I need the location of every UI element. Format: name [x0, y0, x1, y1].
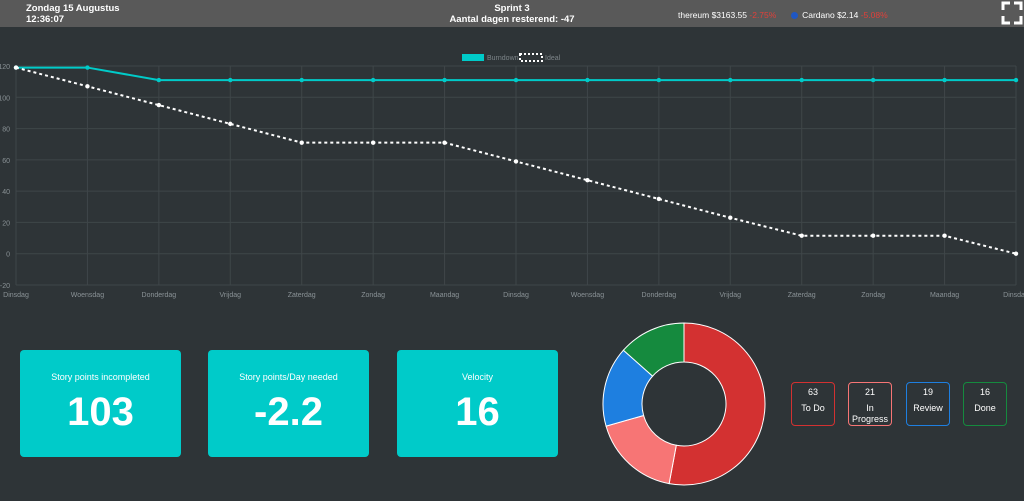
data-point — [1013, 251, 1019, 256]
data-point — [656, 77, 662, 83]
data-point — [728, 215, 733, 220]
story-points-incompleted-card: Story points incompleted 103 — [20, 350, 181, 457]
date-label: Zondag 15 Augustus — [26, 3, 120, 14]
data-point — [370, 77, 376, 83]
card-value: 16 — [455, 390, 500, 434]
status-name: Done — [974, 403, 996, 413]
data-point — [228, 121, 233, 127]
velocity-card: Velocity 16 — [397, 350, 558, 457]
sprint-info: Sprint 3 Aantal dagen resterend: -47 — [0, 3, 1024, 25]
data-point — [799, 77, 804, 83]
ticker-ethereum-name: thereum — [678, 10, 710, 20]
data-point — [1013, 77, 1019, 83]
ticker-cardano-price: $2.14 — [837, 10, 859, 20]
status-todo[interactable]: 63 To Do — [791, 382, 835, 426]
data-point — [513, 77, 519, 83]
data-point — [585, 177, 590, 183]
story-points-per-day-card: Story points/Day needed -2.2 — [208, 350, 369, 457]
x-tick-label: Dinsdag — [3, 292, 29, 299]
x-tick-label: Dinsdag — [1003, 292, 1024, 299]
x-tick-label: Vrijdag — [720, 292, 742, 299]
donut-slice-to-do — [668, 322, 766, 486]
data-point — [870, 233, 876, 238]
data-point — [85, 84, 90, 89]
card-value: 103 — [67, 390, 134, 434]
x-tick-label: Zaterdag — [288, 292, 316, 299]
data-point — [13, 65, 19, 70]
status-count: 19 — [922, 387, 933, 397]
status-review[interactable]: 19 Review — [906, 382, 950, 426]
y-tick-label: 120 — [0, 64, 10, 71]
data-point — [299, 77, 304, 83]
card-value: -2.2 — [254, 390, 323, 434]
cardano-icon — [790, 12, 798, 19]
y-tick-label: 80 — [2, 127, 10, 134]
burndown-chart: -20 0 20 40 60 80 100 120 Dinsdag Woensdag Donderd… — [0, 53, 1024, 299]
data-point — [513, 159, 519, 164]
donut-slice-done — [622, 322, 685, 377]
status-done[interactable]: 16 Done — [963, 382, 1007, 426]
ticker-ethereum-price: $3163.55 — [711, 10, 748, 20]
data-point — [156, 77, 162, 83]
legend-label: Burndown — [487, 55, 519, 62]
x-tick-label: Zondag — [361, 292, 385, 299]
data-point — [799, 233, 804, 238]
data-point — [656, 196, 662, 202]
days-remaining: Aantal dagen resterend: -47 — [449, 14, 575, 25]
status-name: Review — [913, 403, 943, 413]
x-tick-label: Woensdag — [71, 292, 104, 299]
x-tick-label: Zondag — [861, 292, 885, 299]
data-point — [942, 77, 947, 83]
legend-swatch — [519, 53, 543, 62]
status-name: In Progress — [851, 403, 888, 424]
y-tick-label: 60 — [2, 158, 10, 165]
data-point — [370, 140, 376, 145]
x-tick-label: Maandag — [930, 292, 959, 299]
data-point — [728, 77, 733, 83]
crypto-ticker: thereum $3163.55 -2.75% Cardano $2.14 -5… — [678, 10, 888, 20]
card-label: Story points/Day needed — [239, 372, 338, 382]
data-point — [442, 140, 447, 145]
data-point — [85, 65, 90, 70]
status-count: 16 — [979, 387, 990, 397]
ticker-cardano-name: Cardano — [802, 10, 835, 20]
x-tick-label: Donderdag — [642, 292, 677, 299]
data-point — [299, 140, 304, 145]
y-tick-label: 40 — [2, 189, 10, 196]
date-time: Zondag 15 Augustus 12:36:07 — [26, 3, 120, 25]
status-donut-chart — [602, 322, 766, 486]
chart-legend: Burndown Ideal — [462, 53, 561, 62]
x-tick-label: Woensdag — [571, 292, 604, 299]
status-in-progress[interactable]: 21 In Progress — [848, 382, 892, 426]
status-count: 21 — [864, 387, 875, 397]
time-label: 12:36:07 — [26, 14, 65, 25]
legend-label: Ideal — [545, 55, 561, 62]
data-point — [228, 77, 233, 83]
y-tick-label: 0 — [6, 252, 10, 259]
card-label: Story points incompleted — [51, 372, 150, 382]
data-point — [156, 102, 162, 108]
sprint-title: Sprint 3 — [494, 3, 530, 14]
data-point — [870, 77, 876, 83]
data-point — [442, 77, 447, 83]
data-point — [585, 77, 590, 83]
card-label: Velocity — [461, 372, 494, 382]
status-count: 63 — [807, 387, 818, 397]
y-tick-label: 20 — [2, 220, 10, 227]
x-tick-label: Dinsdag — [503, 292, 529, 299]
legend-swatch — [462, 54, 484, 61]
y-tick-label: -20 — [0, 283, 10, 290]
fullscreen-icon[interactable] — [1001, 1, 1023, 25]
donut-slice-in-progress — [605, 414, 677, 485]
data-point — [942, 233, 947, 238]
x-tick-label: Maandag — [430, 292, 459, 299]
ticker-ethereum-change: -2.75% — [749, 10, 777, 20]
y-tick-label: 100 — [0, 95, 10, 102]
x-tick-label: Vrijdag — [220, 292, 242, 299]
x-tick-label: Donderdag — [142, 292, 177, 299]
x-tick-label: Zaterdag — [788, 292, 816, 299]
ticker-cardano-change: -5.08% — [860, 10, 888, 20]
top-bar: Zondag 15 Augustus 12:36:07 Sprint 3 Aan… — [0, 0, 1024, 27]
status-name: To Do — [801, 403, 825, 413]
